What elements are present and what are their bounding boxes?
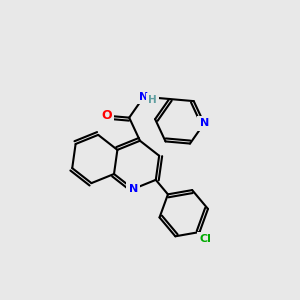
Text: N: N [200,118,209,128]
Text: O: O [101,109,112,122]
Text: N: N [129,184,138,194]
Text: H: H [148,95,157,105]
Text: Cl: Cl [200,234,211,244]
Text: N: N [139,92,148,102]
